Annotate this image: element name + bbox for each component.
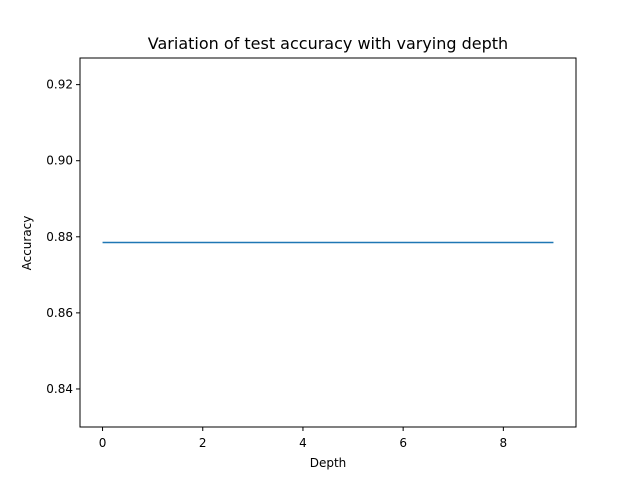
y-tick-label: 0.90 [46,154,73,168]
x-axis: 0 2 4 6 8 [99,427,507,450]
chart-title: Variation of test accuracy with varying … [148,34,508,53]
y-tick-label: 0.84 [46,382,73,396]
y-axis: 0.84 0.86 0.88 0.90 0.92 [46,78,80,396]
y-axis-label: Accuracy [20,216,34,271]
x-tick-label: 6 [399,436,407,450]
x-axis-label: Depth [310,456,347,470]
y-tick-label: 0.86 [46,306,73,320]
x-tick-label: 0 [99,436,107,450]
y-tick-label: 0.88 [46,230,73,244]
axes-frame [79,57,577,428]
y-tick-label: 0.92 [46,78,73,92]
x-tick-label: 8 [500,436,508,450]
x-tick-label: 2 [199,436,207,450]
x-tick-label: 4 [299,436,307,450]
